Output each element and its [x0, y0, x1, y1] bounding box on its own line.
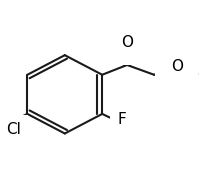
Text: Cl: Cl	[6, 122, 21, 137]
Text: O: O	[121, 35, 133, 50]
Text: O: O	[171, 59, 183, 74]
Text: F: F	[117, 112, 126, 127]
